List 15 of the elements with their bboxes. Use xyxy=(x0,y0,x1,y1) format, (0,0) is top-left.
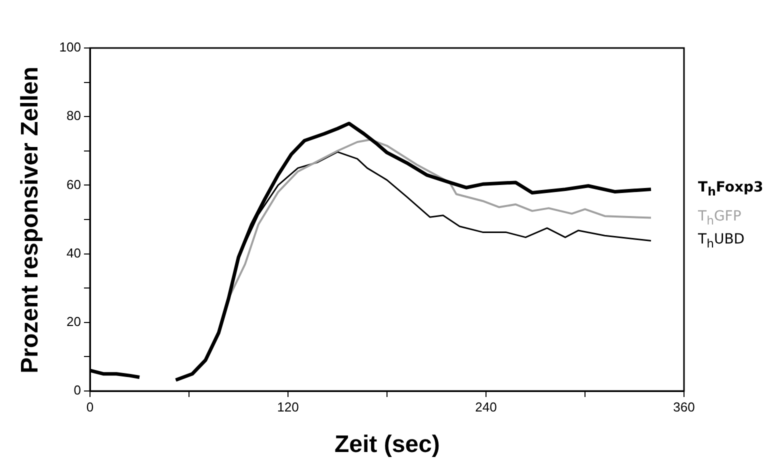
x-tick-label: 360 xyxy=(673,399,695,414)
text: T$_{h}$GFP xyxy=(698,208,742,228)
y-tick-label: 60 xyxy=(66,176,81,192)
x-tick-label: 0 xyxy=(86,399,94,414)
x-tick-label: 120 xyxy=(277,399,299,414)
y-tick-label: 20 xyxy=(66,314,81,329)
x-tick-label: 240 xyxy=(475,399,497,414)
text: T$_{h}$Foxp3 xyxy=(698,180,764,199)
y-tick-label: 0 xyxy=(74,382,81,398)
y-tick-label: 40 xyxy=(66,245,81,260)
x-axis-title: Zeit (sec) xyxy=(334,431,440,459)
y-axis-title: Prozent responsiver Zellen xyxy=(16,66,44,373)
text: T$_{h}$UBD xyxy=(698,231,745,250)
y-tick-label: 80 xyxy=(66,108,81,124)
y-tick-label: 100 xyxy=(59,40,81,55)
